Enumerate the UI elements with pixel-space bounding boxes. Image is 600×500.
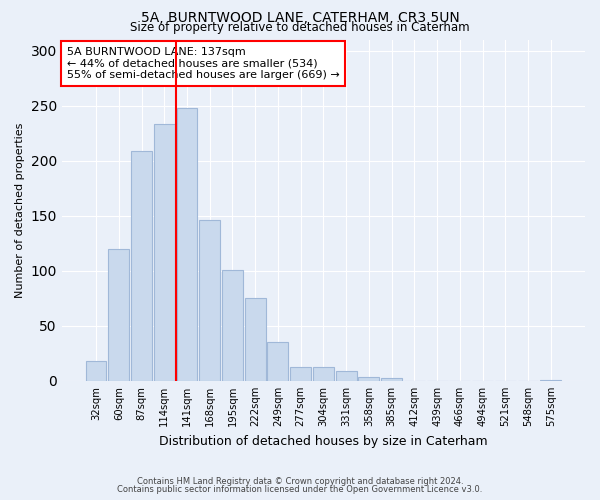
Text: Contains public sector information licensed under the Open Government Licence v3: Contains public sector information licen…: [118, 484, 482, 494]
Bar: [109, 249, 129, 381]
Bar: [358, 376, 379, 381]
Bar: [245, 298, 266, 381]
Bar: [290, 366, 311, 381]
Y-axis label: Number of detached properties: Number of detached properties: [15, 123, 25, 298]
Bar: [381, 378, 402, 381]
X-axis label: Distribution of detached houses by size in Caterham: Distribution of detached houses by size …: [159, 434, 488, 448]
Text: Size of property relative to detached houses in Caterham: Size of property relative to detached ho…: [130, 22, 470, 35]
Bar: [541, 380, 561, 381]
Text: 5A BURNTWOOD LANE: 137sqm
← 44% of detached houses are smaller (534)
55% of semi: 5A BURNTWOOD LANE: 137sqm ← 44% of detac…: [67, 47, 340, 80]
Bar: [176, 108, 197, 381]
Bar: [131, 151, 152, 381]
Text: Contains HM Land Registry data © Crown copyright and database right 2024.: Contains HM Land Registry data © Crown c…: [137, 477, 463, 486]
Bar: [313, 366, 334, 381]
Bar: [199, 220, 220, 381]
Bar: [335, 371, 356, 381]
Bar: [86, 361, 106, 381]
Text: 5A, BURNTWOOD LANE, CATERHAM, CR3 5UN: 5A, BURNTWOOD LANE, CATERHAM, CR3 5UN: [140, 11, 460, 25]
Bar: [222, 270, 243, 381]
Bar: [268, 342, 289, 381]
Bar: [154, 124, 175, 381]
